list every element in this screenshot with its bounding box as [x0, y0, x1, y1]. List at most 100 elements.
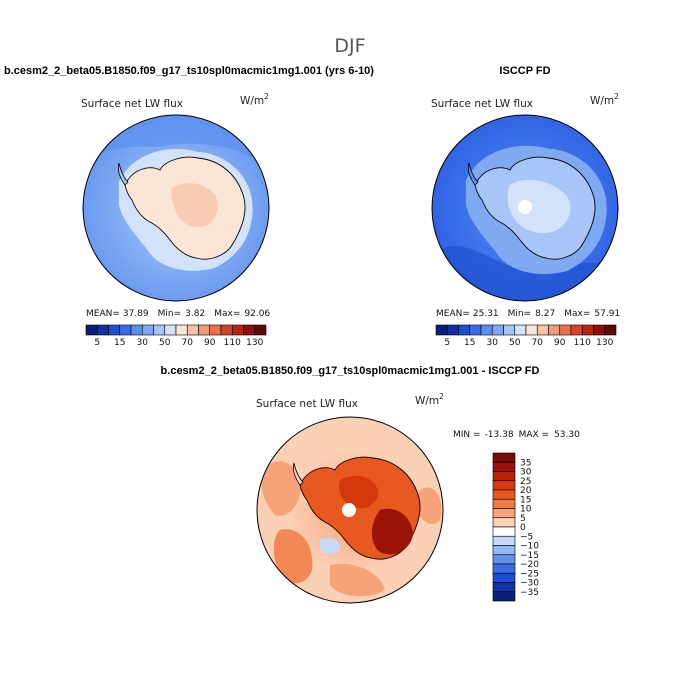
panel-model-mean-label: MEAN= — [86, 309, 120, 319]
panel-model-min-label: Min= — [158, 309, 182, 319]
panel-diff-min: -13.38 — [485, 430, 514, 440]
panel-diff-colorbar-tick-label: −5 — [520, 532, 533, 542]
panel-model-colorbar-swatch-12 — [220, 324, 233, 336]
panel-diff-ocean-patch-1 — [260, 461, 301, 516]
panel-obs-interior — [507, 179, 571, 234]
panel-model: b.cesm2_2_beta05.B1850.f09_g17_ts10spl0m… — [4, 65, 374, 348]
panel-model-colorbar-swatch-5 — [141, 324, 154, 336]
panel-diff-colorbar-tick-label: 15 — [520, 495, 531, 505]
panel-obs-colorbar-tick-label: 70 — [532, 338, 544, 348]
panel-model-colorbar-swatch-13 — [231, 324, 244, 336]
panel-diff-colorbar-tick-label: −10 — [520, 542, 539, 552]
panel-model-colorbar-swatch-15 — [254, 324, 267, 336]
panel-obs-colorbar-tick-label: 110 — [574, 338, 591, 348]
panel-model-colorbar-swatch-6 — [153, 324, 166, 336]
panel-obs-colorbar-tick-label: 5 — [444, 338, 450, 348]
panel-diff-colorbar-swatch-14 — [492, 582, 516, 593]
panel-diff-colorbar-tick-label: 30 — [520, 468, 532, 478]
panel-obs-missing-pole — [518, 200, 532, 214]
panel-model-peninsula — [117, 162, 129, 186]
panel-obs-max: 57.91 — [594, 309, 620, 319]
panel-diff-colorbar-swatch-6 — [492, 508, 516, 519]
panel-diff-colorbar-swatch-2 — [492, 471, 516, 482]
panel-diff-colorbar-tick-label: −15 — [520, 551, 539, 561]
panel-model-colorbar-tick-label: 130 — [246, 338, 263, 348]
panel-obs-colorbar-swatch-12 — [570, 324, 583, 336]
panel-obs-colorbar-swatch-0 — [435, 324, 448, 336]
panel-diff-max-label: MAX = — [519, 430, 550, 440]
panel-diff-colorbar-tick-label: 35 — [520, 458, 531, 468]
panel-model-colorbar-tick-label: 5 — [94, 338, 100, 348]
panel-diff-colorbar-tick-label: −25 — [520, 569, 539, 579]
panel-model-colorbar-swatch-8 — [175, 324, 188, 336]
panel-obs-units: W/m2 — [590, 92, 619, 107]
panel-obs-min-label: Min= — [508, 309, 532, 319]
panel-diff-colorbar-tick-label: 10 — [520, 505, 532, 515]
panel-model-colorbar-tick-label: 110 — [224, 338, 241, 348]
panel-diff-cool-patch — [320, 538, 341, 554]
panel-diff-colorbar-tick-label: −20 — [520, 560, 539, 570]
panel-diff-units: W/m2 — [415, 392, 444, 407]
panel-diff-colorbar-tick-label: −30 — [520, 579, 539, 589]
panel-obs-units-exp: 2 — [614, 92, 619, 101]
panel-obs: ISCCP FD Surface net LW flux W/m2 MEAN= 2… — [431, 65, 620, 348]
panel-model-interior-high — [171, 183, 218, 228]
panel-diff-antarctica-mid — [338, 475, 379, 509]
panel-model-colorbar-swatch-10 — [198, 324, 211, 336]
panel-model-colorbar-tick-label: 90 — [204, 338, 216, 348]
panel-obs-colorbar-tick-label: 30 — [487, 338, 499, 348]
panel-diff-units-base: W/m — [415, 395, 439, 407]
panel-diff-colorbar-swatch-15 — [492, 591, 516, 602]
panel-obs-colorbar-tick-label: 15 — [464, 338, 475, 348]
panel-obs-colorbar-swatch-5 — [491, 324, 504, 336]
panel-diff-colorbar-swatch-5 — [492, 498, 516, 509]
panel-obs-boundary — [431, 114, 619, 302]
panel-diff-map — [257, 417, 443, 603]
panel-obs-colorbar-tick-label: 50 — [509, 338, 521, 348]
panel-obs-colorbar-swatch-4 — [480, 324, 493, 336]
panel-model-colorbar-swatch-2 — [108, 324, 121, 336]
panel-obs-colorbar-swatch-14 — [593, 324, 606, 336]
panel-model-colorbar: 5 15 30 50 70 90 110 130 — [85, 324, 267, 348]
panel-obs-title: ISCCP FD — [499, 65, 550, 77]
panel-diff-colorbar-swatch-1 — [492, 461, 516, 472]
panel-obs-colorbar-tick-label: 130 — [596, 338, 613, 348]
panel-diff-colorbar-tick-label: 20 — [520, 486, 532, 496]
panel-obs-units-base: W/m — [590, 95, 614, 107]
panel-obs-variable: Surface net LW flux — [431, 98, 533, 110]
panel-model-mean: 37.89 — [123, 309, 149, 319]
panel-model-colorbar-swatch-1 — [96, 324, 109, 336]
panel-model-max: 92.06 — [244, 309, 270, 319]
panel-diff-max: 53.30 — [554, 430, 580, 440]
panel-diff-colorbar-swatch-7 — [492, 517, 516, 528]
panel-model-colorbar-swatch-9 — [186, 324, 199, 336]
panel-model-colorbar-tick-label: 50 — [159, 338, 171, 348]
panel-obs-colorbar-swatch-6 — [503, 324, 516, 336]
panel-model-colorbar-tick-label: 70 — [182, 338, 194, 348]
panel-model-colorbar-swatch-7 — [164, 324, 177, 336]
panel-obs-colorbar-swatch-13 — [581, 324, 594, 336]
panel-model-colorbar-swatch-14 — [243, 324, 256, 336]
panel-diff-ocean-patch-2 — [273, 529, 313, 584]
panel-diff-title: b.cesm2_2_beta05.B1850.f09_g17_ts10spl0m… — [161, 365, 540, 377]
panel-diff-variable: Surface net LW flux — [256, 398, 358, 410]
panel-obs-colorbar-swatch-1 — [446, 324, 459, 336]
panel-obs-colorbar-swatch-15 — [604, 324, 617, 336]
panel-model-colorbar-tick-label: 15 — [114, 338, 125, 348]
panel-obs-map — [432, 115, 618, 301]
panel-diff-colorbar-tick-label: 0 — [520, 523, 526, 533]
panel-diff-units-exp: 2 — [439, 392, 444, 401]
panel-obs-colorbar-swatch-8 — [525, 324, 538, 336]
panel-obs-min: 8.27 — [535, 309, 555, 319]
panel-diff-colorbar-tick-label: −35 — [520, 588, 539, 598]
panel-diff-colorbar-swatch-12 — [492, 563, 516, 574]
panel-diff-peninsula — [292, 462, 304, 486]
panel-diff: b.cesm2_2_beta05.B1850.f09_g17_ts10spl0m… — [161, 365, 580, 604]
panel-model-map — [83, 115, 269, 301]
panel-diff-colorbar-swatch-0 — [492, 452, 516, 463]
panel-diff-colorbar-swatch-13 — [492, 572, 516, 583]
panel-diff-colorbar-tick-label: 5 — [520, 514, 526, 524]
panel-diff-colorbar-swatch-4 — [492, 489, 516, 500]
